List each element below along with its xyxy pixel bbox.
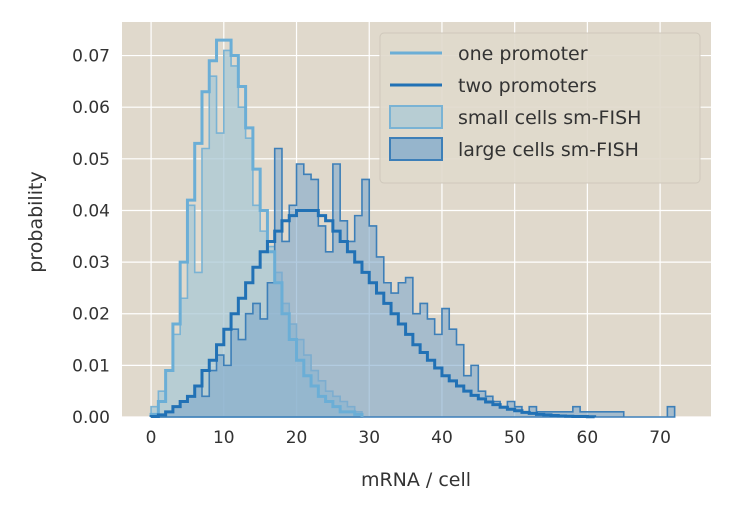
y-axis-label: probability [25, 171, 47, 272]
x-tick-label: 0 [146, 428, 157, 448]
y-tick-label: 0.01 [72, 356, 110, 376]
x-tick-label: 70 [649, 428, 671, 448]
legend-patch-swatch [389, 105, 443, 129]
legend-label: large cells sm-FISH [458, 139, 639, 161]
large-cells-histogram [151, 147, 676, 418]
y-tick-label: 0.00 [72, 408, 110, 428]
legend-label: one promoter [458, 43, 588, 65]
legend: one promoter two promoters small cells sm-… [379, 32, 701, 184]
x-tick-label: 50 [504, 428, 526, 448]
y-tick-label: 0.06 [72, 98, 110, 118]
two-promoters-line [149, 208, 597, 419]
one-promoter-line [149, 38, 364, 417]
x-axis-label: mRNA / cell [361, 469, 471, 491]
x-tick-label: 40 [431, 428, 453, 448]
legend-box [379, 32, 701, 184]
y-tick-label: 0.04 [72, 201, 110, 221]
legend-label: small cells sm-FISH [458, 107, 641, 129]
x-tick-label: 60 [577, 428, 599, 448]
y-tick-label: 0.02 [72, 305, 110, 325]
ticks: 0 10 20 30 40 50 60 70 0.00 0.01 0.02 0.03 0.04 0.05 0… [72, 47, 671, 448]
x-tick-label: 30 [358, 428, 380, 448]
y-tick-label: 0.05 [72, 150, 110, 170]
x-tick-label: 20 [286, 428, 308, 448]
series-layer [149, 38, 676, 419]
y-tick-label: 0.03 [72, 253, 110, 273]
x-tick-label: 10 [213, 428, 235, 448]
y-tick-label: 0.07 [72, 47, 110, 67]
legend-patch-swatch [389, 137, 443, 161]
legend-label: two promoters [458, 75, 597, 97]
